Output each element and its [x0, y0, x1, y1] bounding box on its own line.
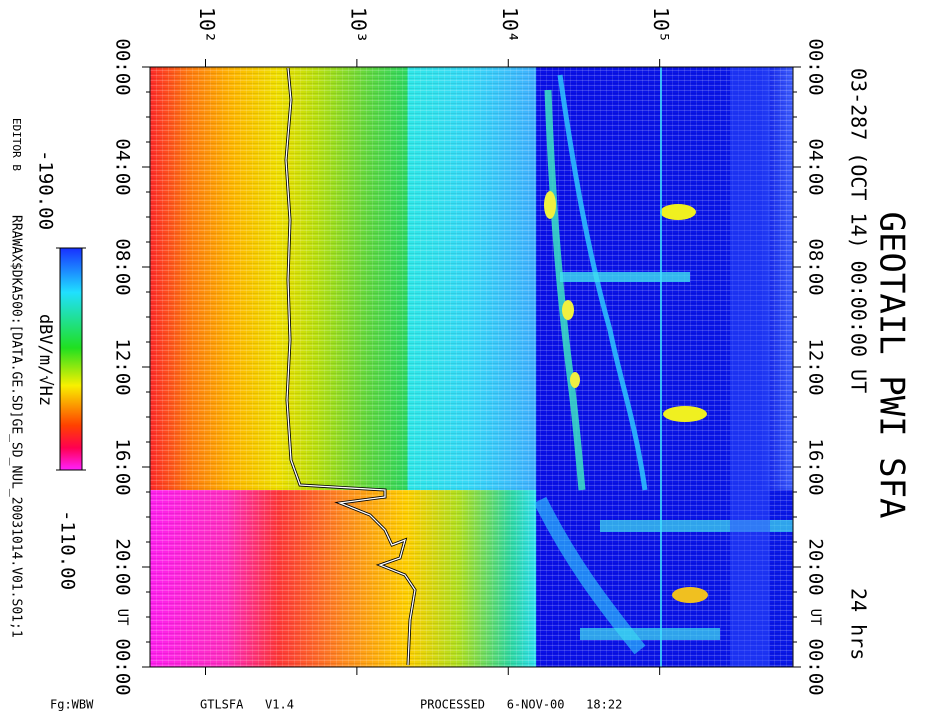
colorbar-tick-label: -190.00 — [35, 150, 57, 230]
colorbar — [59, 247, 83, 471]
x-tick-label: 10⁴ — [498, 7, 522, 43]
trace — [285, 67, 416, 666]
y-tick-label: 20:00 — [112, 538, 134, 595]
footer-mode: Fg:WBW — [50, 698, 94, 712]
footer-processed: PROCESSED 6-NOV-00 18:22 — [420, 698, 622, 712]
duration: 24 hrs — [847, 588, 871, 660]
emission-features — [533, 67, 793, 667]
y-tick-label: 08:00 — [805, 238, 827, 295]
chart-subtitle: 03-287 (OCT 14) 00:00:00 UT — [847, 68, 871, 393]
time-unit: UT — [114, 609, 130, 626]
y-tick-label: 16:00 — [805, 438, 827, 495]
time-unit: UT — [807, 609, 823, 626]
x-tick-label: 10³ — [346, 7, 370, 43]
spectrogram — [150, 67, 793, 667]
x-tick-label: 10² — [195, 7, 219, 43]
y-tick-label: 12:00 — [112, 338, 134, 395]
x-tick-label: 10⁵ — [649, 7, 673, 43]
y-tick-label: 16:00 — [112, 438, 134, 495]
y-tick-label: 00:00 — [805, 638, 827, 695]
texture — [150, 67, 793, 667]
file-path: RRAWAX$DKA500:[DATA.GE.SD]GE_SD_NUL_2003… — [9, 215, 24, 638]
y-tick-label: 04:00 — [805, 138, 827, 195]
footer-program: GTLSFA V1.4 — [200, 698, 294, 712]
y-tick-label: 04:00 — [112, 138, 134, 195]
y-tick-label: 20:00 — [805, 538, 827, 595]
y-tick-label: 08:00 — [112, 238, 134, 295]
y-tick-label: 12:00 — [805, 338, 827, 395]
y-tick-label: 00:00 — [112, 638, 134, 695]
y-tick-label: 00:00 — [112, 38, 134, 95]
editor: EDITOR B — [10, 118, 23, 171]
colorbar-label: dBV/m/√Hz — [35, 314, 55, 406]
y-tick-label: 00:00 — [805, 38, 827, 95]
colorbar-tick-label: -110.00 — [57, 510, 79, 590]
chart-title: GEOTAIL PWI SFA — [872, 211, 912, 518]
